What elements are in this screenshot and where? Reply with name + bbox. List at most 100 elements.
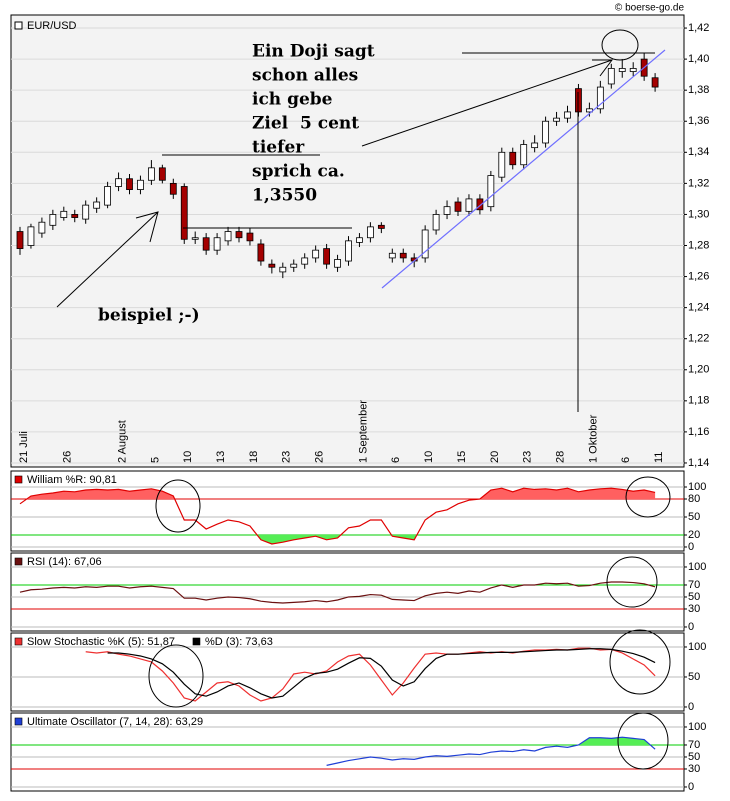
y-tick-label: 1,22 [688, 333, 709, 345]
candle-body [399, 252, 407, 259]
legend-swatch [14, 475, 23, 484]
drawn-circle [155, 479, 201, 533]
y-tick-label: 30 [688, 603, 700, 615]
legend-label: Slow Stochastic %K (5): 51,87 [27, 636, 175, 648]
candle-body [38, 221, 46, 234]
x-tick-label: 18 [248, 451, 260, 463]
series-line [19, 487, 656, 545]
arrow-head [135, 211, 159, 243]
drawn-circle [601, 29, 639, 61]
x-tick-label: 15 [456, 451, 468, 463]
y-tick-label: 1,32 [688, 177, 709, 189]
panel-background [10, 470, 685, 552]
y-tick-label: 0 [688, 701, 694, 713]
candle-body [553, 117, 560, 122]
drawn-circle [625, 476, 671, 518]
x-tick-label: 13 [215, 451, 227, 463]
candle-body [60, 210, 68, 218]
y-tick-label: 50 [688, 751, 700, 763]
candle-body [93, 201, 101, 209]
legend-label: Ultimate Oscillator (7, 14, 28): 63,29 [27, 716, 203, 728]
candle-body [257, 243, 265, 262]
x-tick-label: 1 Oktober [587, 414, 599, 463]
candle-body [356, 237, 363, 243]
candle-body [651, 77, 659, 88]
candle-body [498, 151, 506, 178]
candle-body [246, 232, 254, 242]
x-tick-label: 26 [62, 451, 74, 463]
y-tick-label: 70 [688, 579, 700, 591]
y-tick-label: 0 [688, 621, 694, 633]
candle-body [49, 214, 57, 226]
candle-body [82, 204, 90, 220]
drawn-arrow [361, 59, 613, 147]
y-tick-label: 1,18 [688, 395, 709, 407]
x-tick-label: 23 [522, 451, 534, 463]
candle-body [509, 151, 517, 166]
candle-body [377, 224, 385, 229]
series-line [19, 581, 656, 604]
series-line [107, 648, 656, 699]
y-tick-label: 50 [688, 511, 700, 523]
x-tick-label: 6 [390, 457, 402, 463]
panel-background [10, 552, 685, 632]
x-tick-label: 11 [653, 452, 665, 463]
drawn-circle [609, 629, 671, 695]
annotation-text: schon alles [252, 66, 358, 86]
source-label: © boerse-go.de [615, 3, 685, 14]
candle-body [629, 68, 637, 72]
annotation-text: beispiel ;-) [98, 306, 200, 326]
panel-background [10, 632, 685, 712]
level-fill [26, 488, 656, 500]
y-tick-label: 1,30 [688, 208, 709, 220]
legend-swatch [14, 557, 23, 566]
candle-body [137, 179, 144, 190]
x-tick-label: 28 [554, 451, 566, 463]
x-tick-label: 6 [620, 457, 632, 463]
candle-body [443, 206, 451, 215]
candle-body [224, 231, 232, 242]
candle-body [180, 186, 188, 240]
candle-body [465, 198, 473, 212]
candle-body [16, 231, 24, 250]
arrow-head [592, 59, 613, 77]
legend-swatch [14, 637, 23, 646]
candle-body [388, 252, 396, 259]
candle-body [27, 226, 35, 246]
y-tick-label: 100 [688, 481, 706, 493]
candle-body [290, 263, 298, 268]
y-tick-label: 80 [688, 493, 700, 505]
annotation-text: tiefer [252, 138, 305, 158]
candle-body [191, 237, 199, 240]
candle-body [596, 86, 604, 110]
legend-swatch [192, 637, 201, 646]
annotation-text: Ein Doji sagt [252, 42, 375, 62]
candle-body [71, 214, 79, 218]
y-tick-label: 1,16 [688, 426, 709, 438]
candle-body [476, 198, 484, 211]
annotation-text: sprich ca. [252, 162, 345, 182]
candle-body [454, 201, 462, 212]
candle-body [531, 142, 539, 149]
drawn-circle [606, 556, 658, 608]
candle-body [564, 111, 571, 119]
y-tick-label: 20 [688, 529, 700, 541]
x-tick-label: 21 Juli [18, 431, 30, 463]
candle-body [323, 248, 331, 265]
candle-body [115, 178, 122, 187]
drawn-arrow [56, 211, 159, 308]
y-tick-label: 1,36 [688, 115, 709, 127]
x-tick-label: 2 August [116, 420, 128, 463]
candle-body [279, 266, 287, 273]
y-tick-label: 1,28 [688, 239, 709, 251]
level-fill [20, 534, 656, 544]
candle-body [235, 231, 243, 239]
candle-body [432, 214, 440, 231]
y-tick-label: 1,14 [688, 457, 709, 469]
y-tick-label: 1,34 [688, 146, 709, 158]
level-fill [326, 737, 656, 745]
candle-body [104, 186, 111, 206]
candle-body [618, 68, 626, 72]
candle-body [607, 68, 615, 85]
